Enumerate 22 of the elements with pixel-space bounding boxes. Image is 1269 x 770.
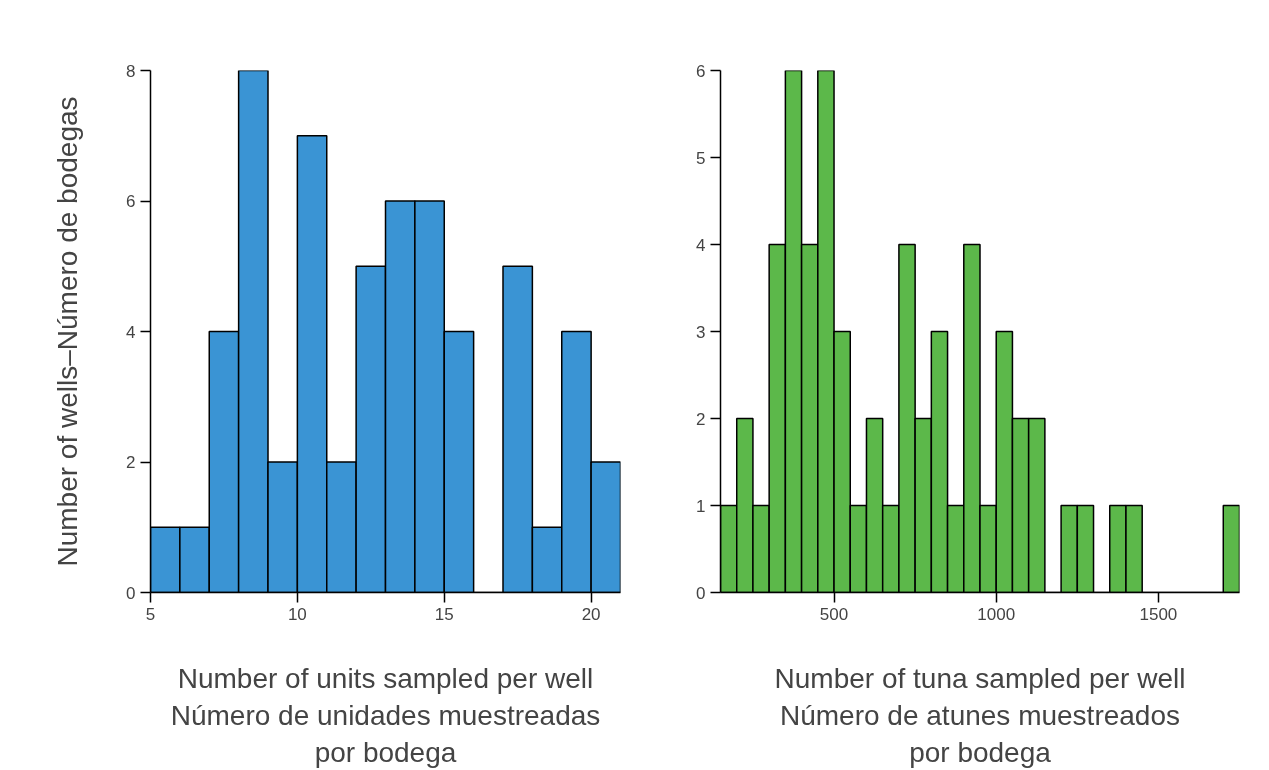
x-tick-label: 5	[145, 604, 156, 624]
y-tick-label: 0	[696, 583, 706, 603]
y-tick-label: 6	[126, 192, 136, 211]
y-tick-label: 0	[126, 583, 136, 603]
x-tick-label: 1000	[977, 604, 1016, 624]
y-tick-label: 6	[696, 61, 706, 81]
y-axis-title: Number of wells–Número de bodegas	[52, 96, 84, 567]
y-tick-label: 3	[696, 322, 706, 342]
y-tick-label: 2	[696, 409, 706, 429]
y-tick-label: 4	[696, 235, 706, 255]
x-axis-title: Number of tuna sampled per well Número de atunes muestreados por bodega	[774, 662, 1186, 768]
x-tick-label: 20	[581, 604, 601, 624]
x-axis-title: Number of units sampled per well Número de unidades muestreadas por bodega	[170, 662, 601, 768]
y-tick-label: 2	[126, 453, 136, 472]
x-tick-label: 500	[819, 604, 849, 624]
x-tick-label: 1500	[1139, 604, 1178, 624]
y-tick-label: 1	[696, 496, 706, 516]
x-tick-label: 10	[287, 604, 307, 624]
y-tick-label: 8	[126, 61, 136, 81]
y-tick-label: 5	[696, 148, 706, 168]
y-tick-label: 4	[126, 322, 136, 342]
x-tick-label: 15	[434, 604, 454, 624]
